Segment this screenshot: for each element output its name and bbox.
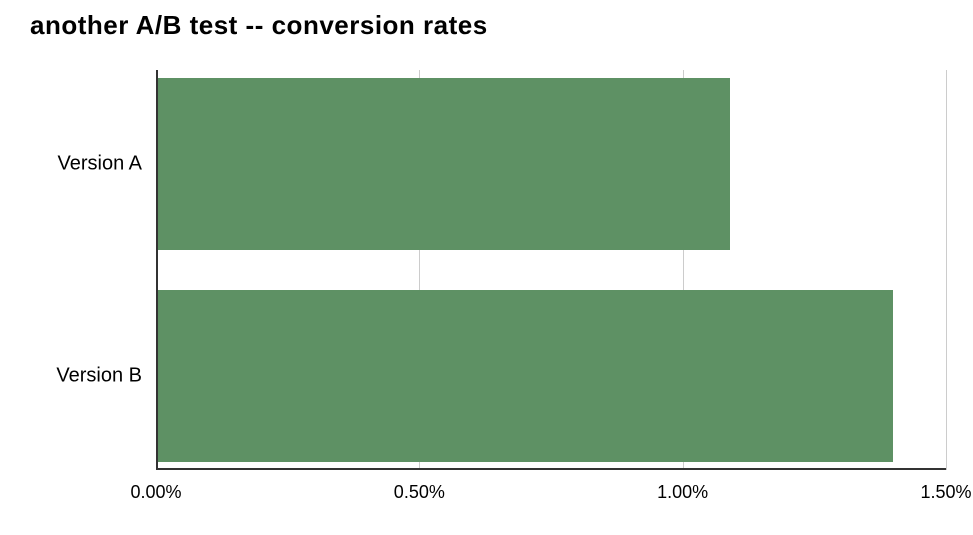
bar (156, 290, 893, 462)
x-tick-label: 0.50% (394, 482, 445, 503)
x-tick-label: 0.00% (130, 482, 181, 503)
x-tick-label: 1.50% (920, 482, 971, 503)
chart-title: another A/B test -- conversion rates (30, 10, 488, 41)
category-label: Version A (57, 153, 142, 176)
chart-container: another A/B test -- conversion rates 0.0… (0, 0, 973, 535)
x-gridline (946, 70, 947, 470)
category-label: Version B (56, 365, 142, 388)
x-tick-label: 1.00% (657, 482, 708, 503)
x-axis (156, 468, 946, 470)
y-axis (156, 70, 158, 470)
plot-area: 0.00%0.50%1.00%1.50%Version AVersion B (156, 70, 946, 470)
bar (156, 78, 730, 250)
